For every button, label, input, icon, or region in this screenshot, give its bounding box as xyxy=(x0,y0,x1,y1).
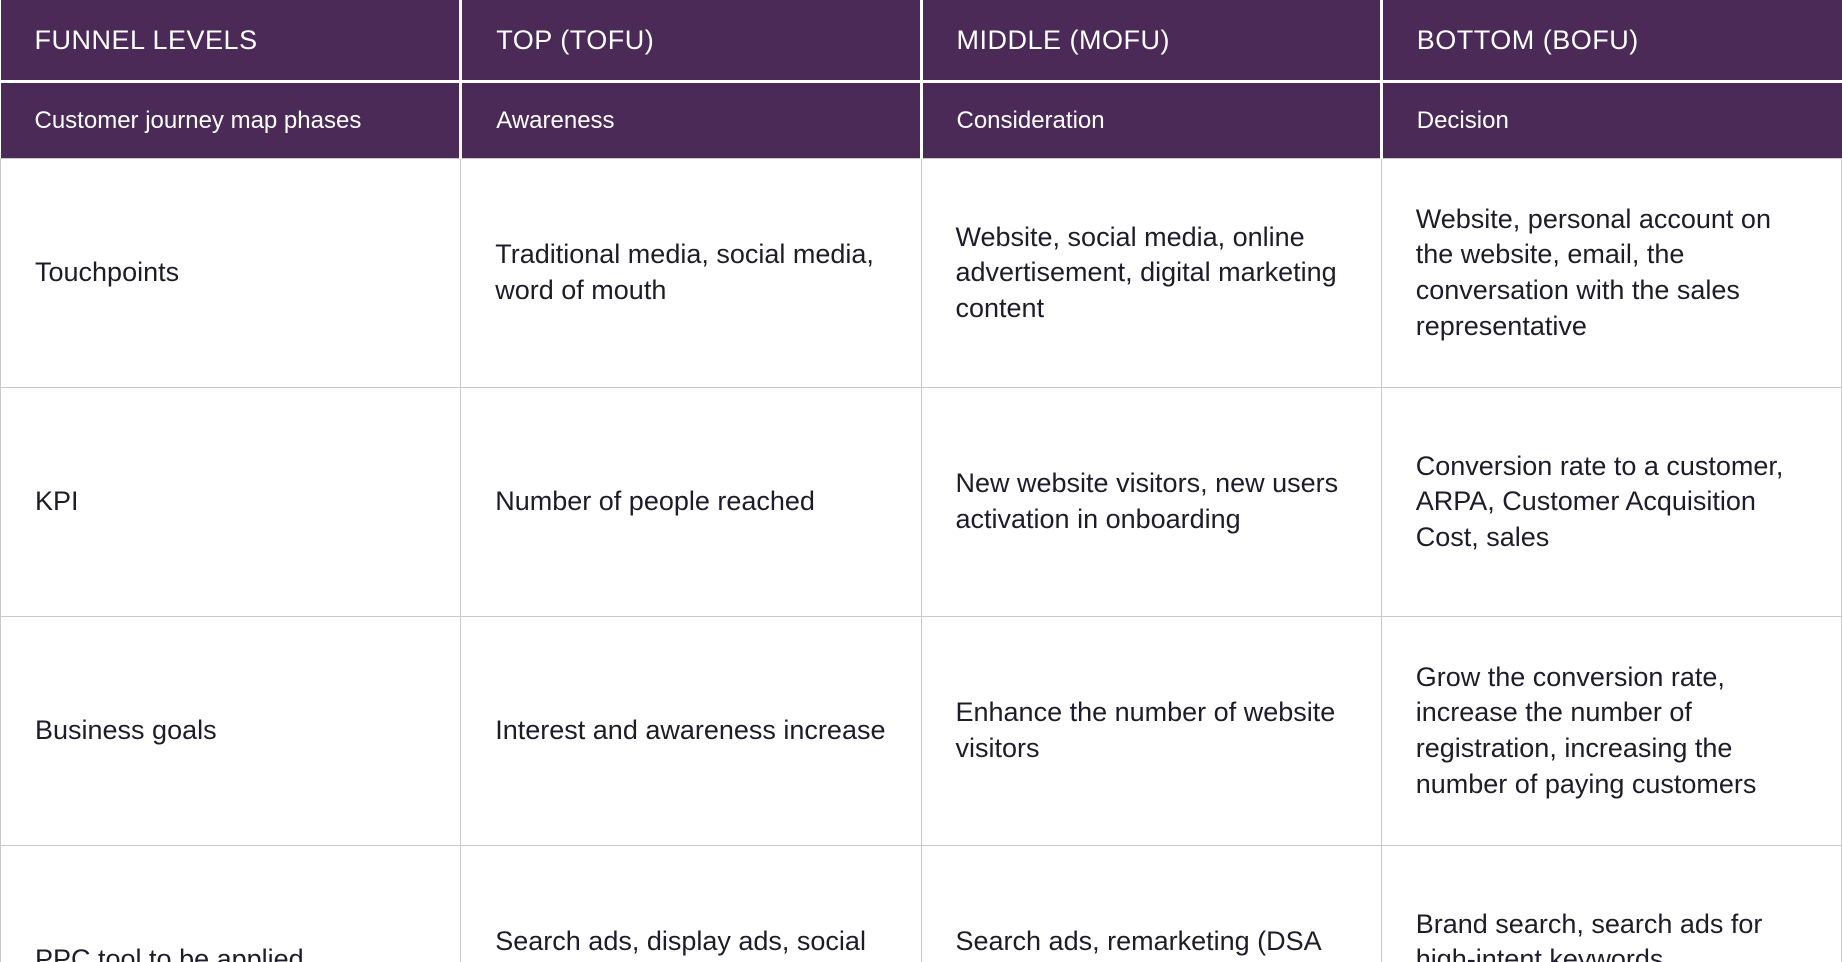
cell-touchpoints-mofu: Website, social media, online advertisem… xyxy=(920,158,1382,388)
row-label-touchpoints: Touchpoints xyxy=(0,158,462,388)
header-decision: Decision xyxy=(1381,81,1842,159)
cell-touchpoints-tofu: Traditional media, social media, word of… xyxy=(460,158,922,388)
cell-touchpoints-bofu: Website, personal account on the website… xyxy=(1380,158,1842,388)
row-touchpoints: Touchpoints Traditional media, social me… xyxy=(0,158,1842,388)
cell-business-goals-tofu: Interest and awareness increase xyxy=(460,616,922,846)
header-funnel-levels: FUNNEL LEVELS xyxy=(0,0,463,83)
header-bofu: BOTTOM (BOFU) xyxy=(1381,0,1842,83)
header-journey-phases: Customer journey map phases xyxy=(0,81,463,159)
cell-kpi-tofu: Number of people reached xyxy=(460,387,922,617)
cell-kpi-bofu: Conversion rate to a customer, ARPA, Cus… xyxy=(1380,387,1842,617)
row-label-kpi: KPI xyxy=(0,387,462,617)
row-business-goals: Business goals Interest and awareness in… xyxy=(0,616,1842,846)
row-label-ppc-tool: PPC tool to be applied xyxy=(0,845,462,962)
header-tofu: TOP (TOFU) xyxy=(460,0,923,83)
cell-ppc-tool-bofu: Brand search, search ads for high-intent… xyxy=(1380,845,1842,962)
cell-business-goals-bofu: Grow the conversion rate, increase the n… xyxy=(1380,616,1842,846)
header-mofu: MIDDLE (MOFU) xyxy=(921,0,1383,83)
cell-kpi-mofu: New website visitors, new users activati… xyxy=(920,387,1382,617)
cell-ppc-tool-mofu: Search ads, remarketing (DSA ads) xyxy=(920,845,1382,962)
header-consideration: Consideration xyxy=(921,81,1383,159)
cell-ppc-tool-tofu: Search ads, display ads, social ads xyxy=(460,845,922,962)
row-label-business-goals: Business goals xyxy=(0,616,462,846)
header-row-funnel-levels: FUNNEL LEVELS TOP (TOFU) MIDDLE (MOFU) B… xyxy=(0,0,1842,83)
row-kpi: KPI Number of people reached New website… xyxy=(0,387,1842,617)
header-awareness: Awareness xyxy=(460,81,923,159)
row-ppc-tool: PPC tool to be applied Search ads, displ… xyxy=(0,845,1842,962)
cell-business-goals-mofu: Enhance the number of website visitors xyxy=(920,616,1382,846)
header-row-journey-phases: Customer journey map phases Awareness Co… xyxy=(0,81,1842,159)
